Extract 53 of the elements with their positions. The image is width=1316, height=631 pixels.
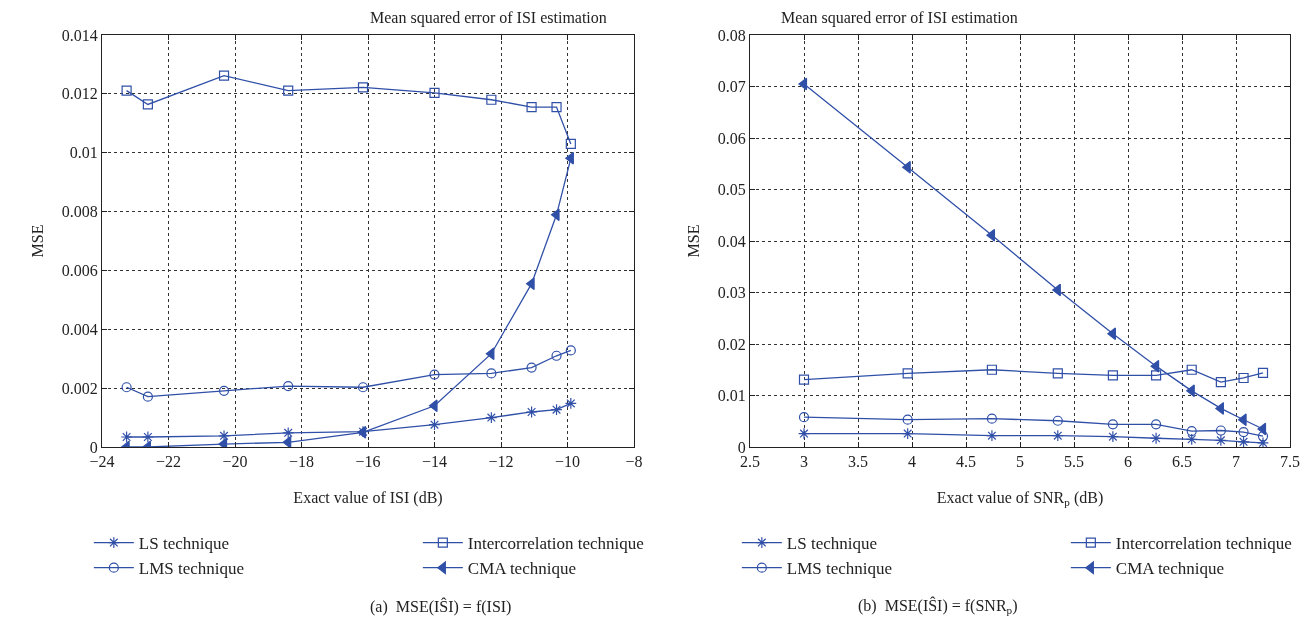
y-tick-label: 0: [737, 438, 746, 456]
x-tick-label: 2.5: [740, 453, 760, 471]
y-tick-label: 0.04: [717, 232, 746, 250]
text: (a) MSE(IŜI) = f(ISI): [370, 597, 512, 616]
x-tick-label: −12: [488, 453, 514, 471]
y-tick-label: 0.002: [61, 379, 98, 397]
y-tick-label: 0.012: [61, 85, 98, 103]
text: (b) MSE(IŜI) = f(SNR$_{p}$): [858, 596, 1018, 617]
y-tick-label: 0.03: [717, 284, 746, 302]
x-tick-label: 4.5: [956, 453, 976, 471]
x-tick-label: 3: [800, 453, 808, 471]
y-tick-label: 0.014: [61, 26, 98, 44]
chart-title: Mean squared error of ISI estimation: [370, 9, 607, 27]
x-tick-label: 7.5: [1280, 453, 1300, 471]
x-tick-label: 5.5: [1064, 453, 1084, 471]
x-tick-label: −10: [554, 453, 581, 471]
x-axis-title: Exact value of SNR$_{p}$ (dB): [936, 489, 1104, 509]
y-axis-title: MSE: [28, 224, 46, 258]
y-axis-title: MSE: [684, 224, 702, 258]
legend-label: LS technique: [786, 534, 878, 554]
legend-label: Intercorrelation technique: [1115, 534, 1292, 554]
y-tick-label: 0.006: [61, 262, 98, 280]
x-tick-label: −18: [288, 453, 315, 471]
x-tick-label: 5: [1016, 453, 1024, 471]
legend-label: LMS technique: [138, 559, 245, 579]
y-tick-label: 0.08: [717, 26, 746, 44]
x-tick-label: 3.5: [848, 453, 868, 471]
y-tick-label: 0.05: [717, 181, 746, 199]
x-tick-label: −14: [421, 453, 448, 471]
y-tick-label: 0.01: [717, 387, 746, 405]
y-tick-label: 0.008: [61, 203, 98, 221]
legend-label: LMS technique: [786, 559, 893, 579]
legend-label: Intercorrelation technique: [467, 534, 644, 554]
y-tick-label: 0.02: [717, 335, 746, 353]
y-tick-label: 0.06: [717, 129, 746, 147]
y-tick-label: 0.004: [61, 320, 98, 338]
x-tick-label: −24: [89, 453, 115, 471]
x-tick-label: −20: [222, 453, 248, 471]
legend-label: CMA technique: [1115, 559, 1224, 579]
legend-label: CMA technique: [467, 559, 576, 579]
x-tick-label: 6: [1124, 453, 1132, 471]
y-tick-label: 0.07: [717, 78, 746, 96]
x-tick-label: 4: [908, 453, 916, 471]
legend-label: LS technique: [138, 534, 230, 554]
x-tick-label: 7: [1232, 453, 1240, 471]
x-tick-label: −22: [155, 453, 182, 471]
x-tick-label: −16: [355, 453, 381, 471]
x-axis-title: Exact value of ISI (dB): [293, 489, 443, 507]
y-tick-label: 0: [89, 438, 98, 456]
y-tick-label: 0.01: [69, 144, 98, 162]
x-tick-label: 6.5: [1172, 453, 1192, 471]
chart-title: Mean squared error of ISI estimation: [781, 9, 1018, 27]
x-tick-label: −8: [625, 453, 643, 471]
